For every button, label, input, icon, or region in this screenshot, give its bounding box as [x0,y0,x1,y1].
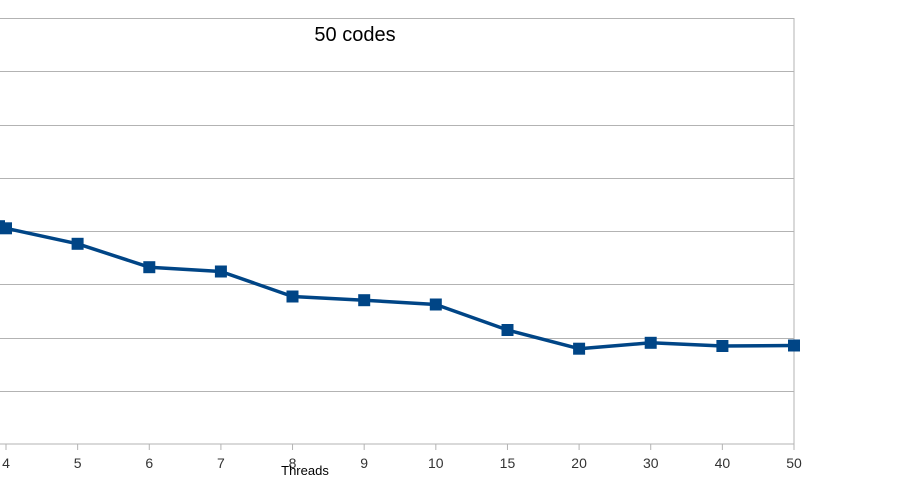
x-tick-label: 8 [289,455,297,471]
data-point-marker [286,290,299,303]
x-tick-label: 9 [360,455,368,471]
data-point-marker [214,265,227,278]
x-tick-label: 7 [217,455,225,471]
data-point-marker [429,298,442,311]
x-tick-label: 6 [145,455,153,471]
data-point-marker [71,237,84,250]
x-tick-label: 4 [2,455,10,471]
x-tick-label: 50 [786,455,802,471]
x-tick-label: 30 [643,455,659,471]
series [0,220,800,355]
data-point-marker [573,342,586,355]
data-point-marker [788,339,800,352]
data-point-marker [716,340,729,352]
data-point-marker [0,222,12,235]
chart-title: 50 codes [314,24,395,46]
x-ticks: 4 5 6 7 8 9 10 15 20 30 40 50 [2,444,802,471]
data-point-marker [143,261,156,274]
x-tick-label: 40 [715,455,731,471]
x-tick-label: 10 [428,455,444,471]
data-point-marker [358,294,371,307]
series-line [0,225,795,351]
data-point-marker [644,336,657,349]
x-axis-title: Threads [281,463,329,478]
gridlines [0,18,794,392]
x-tick-label: 15 [500,455,516,471]
x-tick-label: 20 [571,455,587,471]
data-point-marker [501,324,514,336]
x-tick-label: 5 [74,455,82,471]
